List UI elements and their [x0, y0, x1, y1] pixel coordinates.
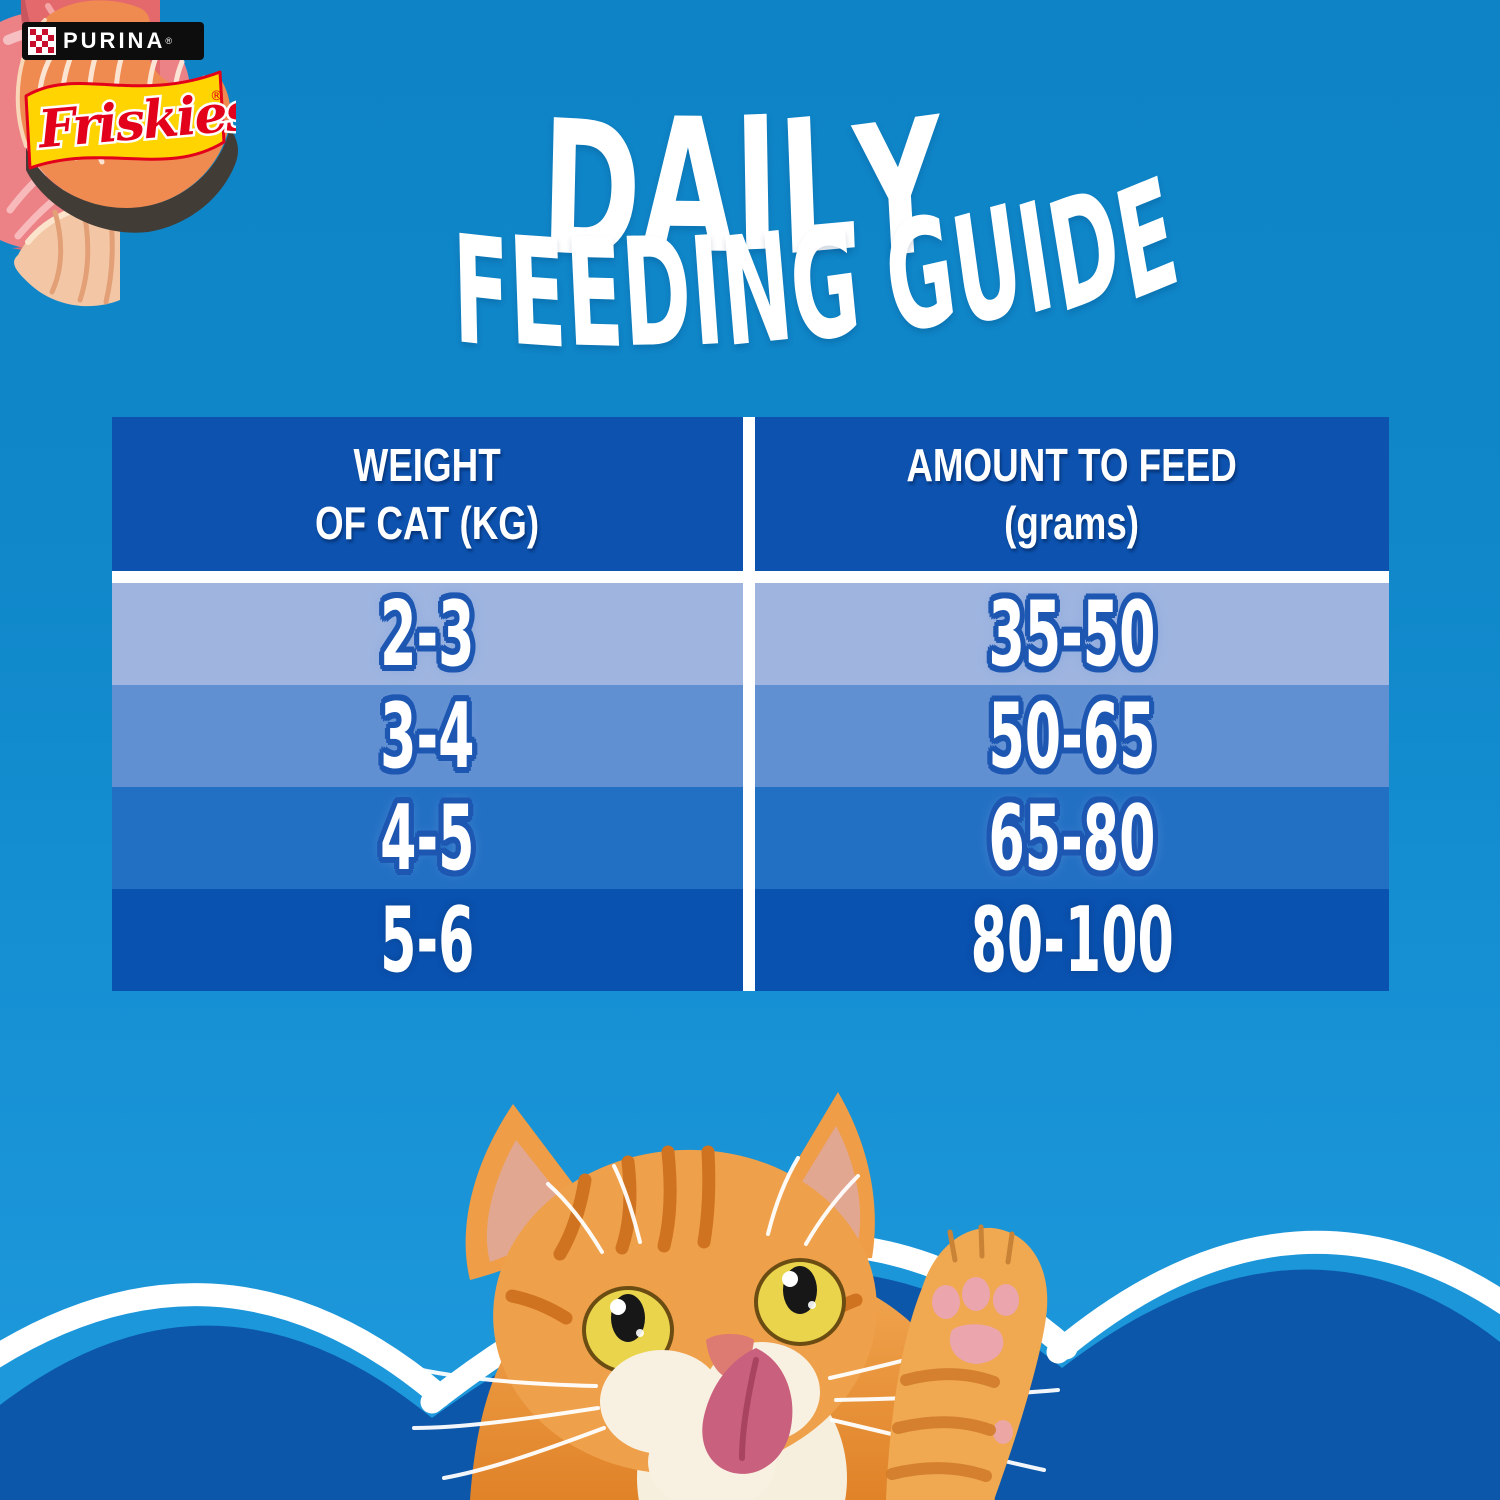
amount-value: 80-100 [970, 887, 1174, 993]
weight-value: 2-3 [380, 581, 475, 687]
header-cell-amount: AMOUNT TO FEED (grams) [755, 417, 1389, 571]
cat-tongue-line [739, 1357, 759, 1461]
shrimp-body [14, 197, 120, 307]
purina-wordmark: PURINA [63, 28, 166, 53]
cat-muzzle [600, 1342, 820, 1500]
amount-value: 35-50 [988, 581, 1156, 687]
weight-value: 4-5 [380, 785, 475, 891]
weight-value: 5-6 [380, 887, 475, 993]
cat-left-ear-inner [486, 1140, 578, 1262]
cat-tabby-stripes [505, 1145, 863, 1331]
cat-raised-paw [886, 1224, 1048, 1500]
cat-chest [637, 1360, 847, 1500]
header-weight-line2: OF CAT (KG) [315, 497, 540, 549]
cat-whiskers [402, 1156, 1060, 1480]
purina-checkerboard-icon [28, 27, 56, 55]
cat-right-eye [754, 1258, 846, 1346]
weight-value: 3-4 [380, 683, 475, 789]
wave-dark-fill [0, 1269, 1500, 1500]
amount-value: 65-80 [988, 785, 1156, 891]
friskies-trademark: ® [210, 89, 223, 104]
purina-trademark: ® [165, 36, 172, 46]
header-amount-line2: (grams) [1004, 497, 1140, 549]
feeding-table: WEIGHT OF CAT (KG) AMOUNT TO FEED (grams… [112, 417, 1389, 993]
header-cell-weight: WEIGHT OF CAT (KG) [112, 417, 743, 571]
cat-nose [706, 1334, 754, 1378]
header-weight-line1: WEIGHT [353, 439, 502, 491]
wave-white-arcs [0, 1230, 1500, 1414]
cat-right-ear [748, 1092, 875, 1260]
header-amount-line1: AMOUNT TO FEED [906, 439, 1238, 491]
table-column-divider [743, 417, 755, 991]
cat-body [470, 1259, 995, 1500]
cat-paw-pads [932, 1277, 1019, 1444]
cat-left-eye [582, 1286, 674, 1374]
friskies-logo: Friskies ® [24, 70, 236, 170]
amount-value: 50-65 [988, 683, 1156, 789]
cat-left-ear [465, 1104, 602, 1280]
cat-right-ear-inner [772, 1126, 861, 1243]
cat-tongue [702, 1348, 793, 1474]
cat-head [493, 1149, 877, 1475]
